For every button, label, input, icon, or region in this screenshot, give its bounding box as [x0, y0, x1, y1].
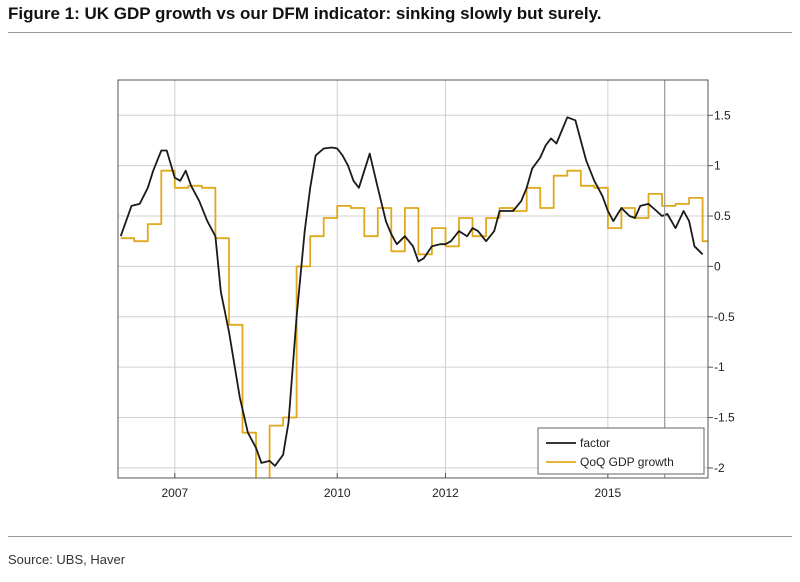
source-note: Source: UBS, Haver	[8, 552, 126, 567]
title-rule	[8, 32, 792, 33]
x-tick-label: 2010	[324, 486, 351, 500]
plot-frame	[117, 79, 709, 479]
y-tick-label: -0.5	[714, 310, 735, 324]
y-tick-label: 1.5	[714, 108, 731, 122]
figure-title: Figure 1: UK GDP growth vs our DFM indic…	[8, 4, 602, 23]
line-chart: 1.5 1 0.5 0 -0.5 -1 -1.5 -2 2007 2010 2012 2015 fac…	[117, 79, 735, 500]
y-tick-label: 1	[714, 159, 721, 173]
y-tick-label: 0.5	[714, 209, 731, 223]
source-rule	[8, 536, 792, 537]
x-tick-label: 2007	[161, 486, 188, 500]
series-layer	[119, 116, 708, 478]
legend-label-gdp: QoQ GDP growth	[580, 455, 674, 469]
y-tick-label: 0	[714, 259, 721, 273]
legend-label-factor: factor	[580, 436, 610, 450]
y-tick-label: -1	[714, 360, 725, 374]
series-line-gdp	[120, 169, 708, 478]
x-tick-label: 2012	[432, 486, 459, 500]
y-tick-label: -1.5	[714, 411, 735, 425]
x-tick-label: 2015	[595, 486, 622, 500]
grid	[118, 80, 708, 478]
axes: 1.5 1 0.5 0 -0.5 -1 -1.5 -2 2007 2010 2012 2015	[161, 108, 735, 500]
legend: factor QoQ GDP growth	[537, 427, 705, 475]
legend-box	[537, 427, 705, 475]
y-tick-label: -2	[714, 461, 725, 475]
series-line-factor	[119, 116, 704, 467]
